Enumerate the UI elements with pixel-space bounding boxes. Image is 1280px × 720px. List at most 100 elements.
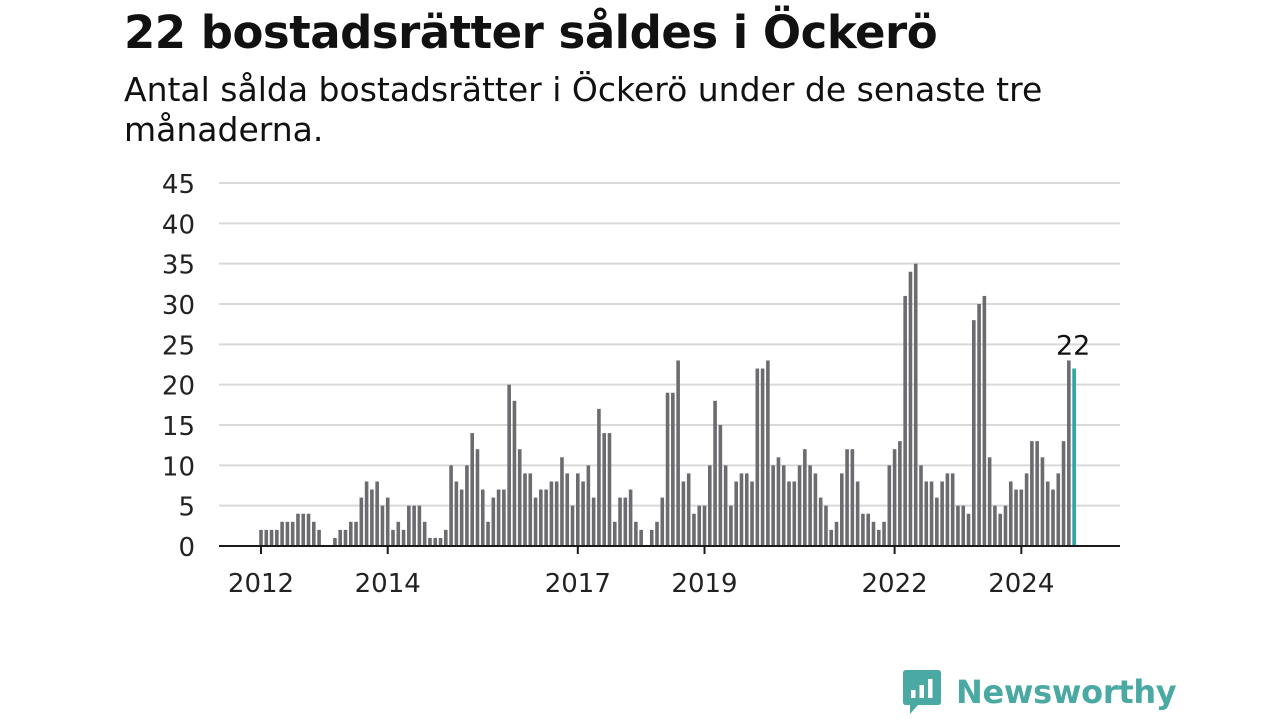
bar [634, 521, 638, 546]
bar [401, 529, 406, 546]
bar [855, 481, 860, 546]
bar [570, 505, 575, 546]
bar [1035, 441, 1039, 546]
bar [924, 481, 929, 546]
bar [449, 465, 453, 546]
bar [359, 497, 364, 546]
bar [560, 457, 564, 546]
highlight-bar [1072, 368, 1076, 546]
bar [470, 433, 474, 546]
bar [871, 521, 876, 546]
bar [259, 529, 263, 546]
bar [459, 489, 464, 546]
y-tick-label: 20 [162, 372, 195, 402]
bar [903, 295, 907, 546]
bar [803, 449, 807, 546]
bar [676, 360, 680, 546]
bar [829, 529, 834, 546]
bar [824, 505, 828, 546]
bar [671, 392, 675, 546]
bar [945, 473, 950, 546]
brand-name: Newsworthy [956, 673, 1177, 711]
y-tick-label: 35 [162, 251, 195, 281]
bar [264, 529, 269, 546]
bar [861, 513, 865, 546]
bar [338, 529, 342, 546]
bar [813, 473, 818, 546]
bar [549, 481, 554, 546]
bar [834, 521, 839, 546]
bar [882, 521, 886, 546]
x-tick-label: 2014 [355, 569, 421, 599]
bar [306, 513, 311, 546]
bar [364, 481, 369, 546]
bar [734, 481, 738, 546]
bar [275, 529, 279, 546]
x-tick-label: 2017 [545, 569, 611, 599]
bar [1061, 441, 1066, 546]
bar [1003, 505, 1008, 546]
bar [639, 529, 643, 546]
bar [290, 521, 295, 546]
bar [576, 473, 580, 546]
bar [385, 497, 390, 546]
bar [333, 537, 337, 546]
bar [628, 489, 633, 546]
chart-title: 22 bostadsrätter såldes i Öckerö [124, 6, 938, 59]
bar [396, 521, 401, 546]
bar [950, 473, 955, 546]
bar [993, 505, 997, 546]
y-tick-label: 30 [162, 291, 195, 321]
bar [581, 481, 585, 546]
bar [718, 425, 723, 546]
bar [280, 521, 284, 546]
bar [444, 529, 448, 546]
bar [285, 521, 290, 546]
bar [1056, 473, 1061, 546]
bar [729, 505, 733, 546]
bar [744, 473, 749, 546]
bar [723, 465, 728, 546]
bar [739, 473, 744, 546]
bar [301, 513, 306, 546]
bar [438, 537, 443, 546]
highlight-value-label: 22 [1056, 331, 1090, 362]
bar [850, 449, 855, 546]
bar [987, 457, 992, 546]
bar [845, 449, 849, 546]
bar [343, 529, 348, 546]
bar [961, 505, 966, 546]
bar [1045, 481, 1050, 546]
bar [940, 481, 944, 546]
bar [591, 497, 596, 546]
bar [966, 513, 971, 546]
bars [259, 263, 1076, 546]
bar [544, 489, 548, 546]
bar [697, 505, 702, 546]
bar [269, 529, 274, 546]
y-tick-label: 45 [162, 170, 195, 200]
bar [296, 513, 300, 546]
bar [422, 521, 427, 546]
bar [755, 368, 760, 546]
y-tick-label: 40 [162, 210, 195, 240]
newsworthy-brand: Newsworthy [902, 668, 1177, 716]
x-tick-label: 2019 [671, 569, 737, 599]
bar [502, 489, 506, 546]
y-tick-label: 10 [162, 452, 195, 482]
bar [602, 433, 606, 546]
bar [586, 465, 591, 546]
bar [972, 320, 976, 546]
bar [1030, 441, 1034, 546]
bar [354, 521, 358, 546]
bar [787, 481, 791, 546]
x-ticks [260, 546, 1023, 554]
bar [776, 457, 781, 546]
bar [660, 497, 665, 546]
bar [496, 489, 501, 546]
bar [935, 497, 939, 546]
bar [1024, 473, 1029, 546]
bar [908, 271, 913, 546]
bar [977, 304, 981, 546]
bar [665, 392, 670, 546]
